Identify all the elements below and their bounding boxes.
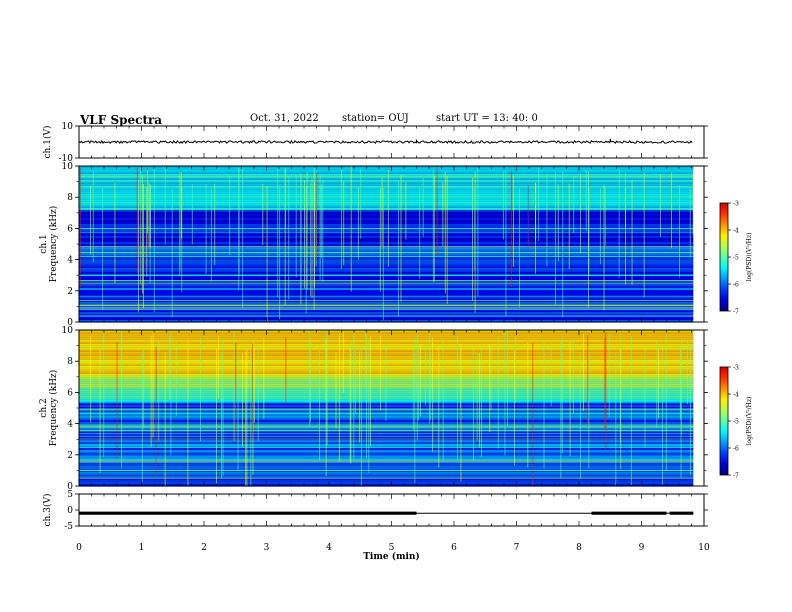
colorbar-1-label: log(PSD)(V²/Hz) — [746, 233, 753, 282]
ytick-label-4-1: 5 — [67, 490, 73, 500]
xtick-label-2: 1 — [139, 543, 145, 553]
ytick-label-2-5: 8 — [67, 193, 73, 203]
ylabel-3-1: ch.2 — [39, 398, 49, 417]
ytick-label-4-2: 0 — [67, 506, 73, 516]
ytick-label-3-2: 2 — [67, 451, 73, 461]
colorbar-2-tick-4: -6 — [733, 446, 739, 453]
xtick-label-8: 7 — [514, 543, 520, 553]
colorbar-2-tick-2: -4 — [733, 392, 739, 399]
ytick-label-2-2: 2 — [67, 287, 73, 297]
ytick-label-3-1: 0 — [67, 482, 73, 492]
xtick-label-7: 6 — [451, 543, 457, 553]
colorbar-1-tick-5: -7 — [733, 309, 739, 316]
xtick-label-10: 9 — [639, 543, 645, 553]
colorbar-2-tick-5: -7 — [733, 473, 739, 480]
xtick-label-3: 2 — [201, 543, 207, 553]
xtick-label-9: 8 — [576, 543, 582, 553]
xtick-label-11: 10 — [698, 543, 710, 553]
ch1-waveform-trace — [78, 139, 693, 145]
ytick-label-3-6: 10 — [62, 326, 74, 336]
colorbar-2-label: log(PSD)(V²/Hz) — [746, 397, 753, 446]
ytick-label-3-3: 4 — [67, 420, 73, 430]
ytick-label-3-4: 6 — [67, 388, 73, 398]
ylabel-3-2: Frequency (kHz) — [48, 370, 59, 447]
colorbar-1-tick-1: -3 — [733, 201, 739, 208]
ylabel-4: ch.3(V) — [42, 494, 53, 527]
spectrogram-1-image — [79, 166, 704, 323]
colorbar-1-tick-2: -4 — [733, 228, 739, 235]
colorbar-2-tick-1: -3 — [733, 365, 739, 372]
ytick-label-1-2: -10 — [59, 154, 74, 164]
colorbar-2 — [719, 366, 729, 476]
spectrogram-2-image — [79, 330, 704, 487]
ytick-label-2-1: 0 — [67, 318, 73, 328]
ytick-label-2-6: 10 — [62, 162, 74, 172]
station-label: station= OUJ — [342, 113, 409, 124]
date-label: Oct. 31, 2022 — [250, 113, 319, 124]
ylabel-1: ch.1(V) — [42, 126, 53, 159]
ytick-label-1-1: 10 — [62, 122, 74, 132]
start-time-label: start UT = 13: 40: 0 — [436, 113, 538, 124]
colorbar-1-tick-3: -5 — [733, 255, 739, 262]
colorbar-2-tick-3: -5 — [733, 419, 739, 426]
colorbar-1 — [719, 202, 729, 312]
ytick-label-2-4: 6 — [67, 224, 73, 234]
ytick-label-2-3: 4 — [67, 256, 73, 266]
colorbar-1-tick-4: -6 — [733, 282, 739, 289]
ytick-label-4-3: -5 — [64, 522, 73, 532]
ylabel-2-1: ch.1 — [39, 234, 49, 253]
x-axis-label: Time (min) — [363, 551, 420, 562]
xtick-label-1: 0 — [76, 543, 82, 553]
xtick-label-6: 5 — [389, 543, 395, 553]
xtick-label-5: 4 — [326, 543, 332, 553]
ylabel-2-2: Frequency (kHz) — [48, 206, 59, 283]
chart-title: VLF Spectra — [80, 113, 163, 127]
xtick-label-4: 3 — [264, 543, 270, 553]
ytick-label-3-5: 8 — [67, 357, 73, 367]
